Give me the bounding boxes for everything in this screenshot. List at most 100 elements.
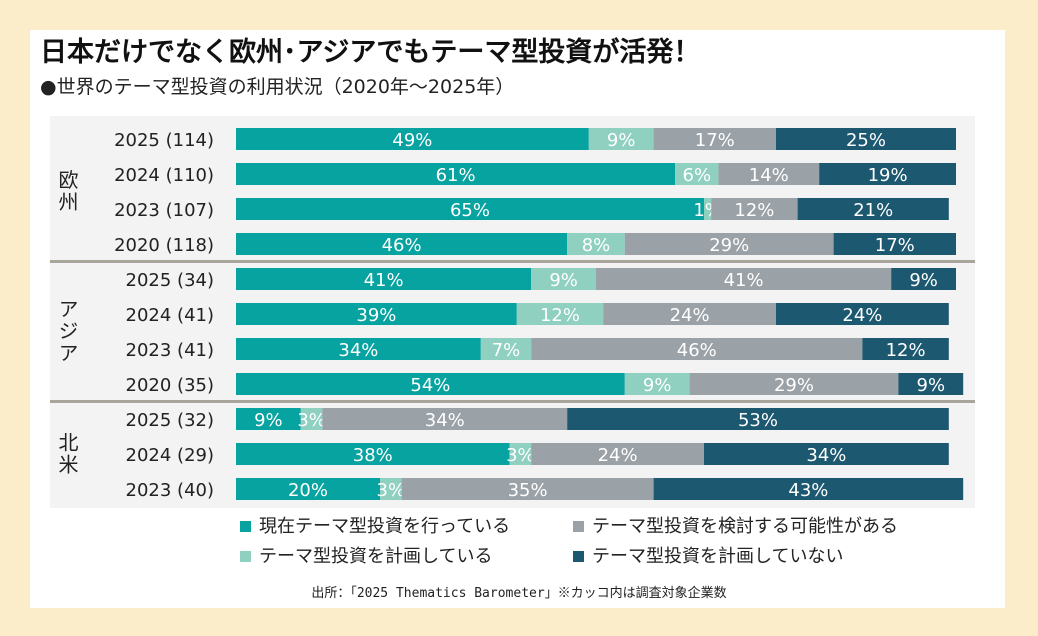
row-label: 2023 (41) bbox=[126, 340, 214, 361]
data-label: 19% bbox=[868, 165, 908, 186]
bar-segment-planning bbox=[509, 443, 532, 465]
data-label: 9% bbox=[643, 375, 672, 396]
row-label: 2023 (107) bbox=[114, 200, 214, 221]
row-label: 2020 (35) bbox=[126, 375, 214, 396]
bar-segment-current bbox=[236, 408, 301, 430]
bar-segment-planning bbox=[675, 163, 719, 185]
legend-label-planning: テーマ型投資を計画している bbox=[259, 546, 493, 567]
data-label: 25% bbox=[846, 130, 886, 151]
row-label: 2023 (40) bbox=[126, 480, 214, 501]
bar-segment-considering bbox=[596, 268, 892, 290]
data-label: 53% bbox=[738, 410, 778, 431]
data-label: 24% bbox=[670, 305, 710, 326]
data-label: 34% bbox=[425, 410, 465, 431]
bar-segment-current bbox=[236, 233, 568, 255]
data-label: 17% bbox=[875, 235, 915, 256]
data-label: 54% bbox=[410, 375, 450, 396]
data-label: 14% bbox=[749, 165, 789, 186]
bar-segment-considering bbox=[624, 233, 834, 255]
row-label: 2020 (118) bbox=[114, 235, 214, 256]
bar-segment-current bbox=[236, 268, 532, 290]
bar-segment-not_planning bbox=[819, 163, 956, 185]
legend-swatch-not-planning bbox=[573, 550, 584, 562]
bar-segment-planning bbox=[380, 478, 402, 500]
data-label: 29% bbox=[774, 375, 814, 396]
data-label: 9% bbox=[607, 130, 636, 151]
data-label: 9% bbox=[549, 270, 578, 291]
bar-segment-current bbox=[236, 128, 589, 150]
bar-segment-current bbox=[236, 338, 481, 360]
bar-segment-considering bbox=[689, 373, 899, 395]
region-label: 北米 bbox=[55, 432, 79, 476]
data-label: 29% bbox=[709, 235, 749, 256]
bar-segment-considering bbox=[322, 408, 568, 430]
bar-segment-not_planning bbox=[704, 443, 949, 465]
bar-segment-not_planning bbox=[797, 198, 949, 220]
chart-title: 日本だけでなく欧州･アジアでもテーマ型投資が活発！ bbox=[40, 37, 701, 68]
data-label: 35% bbox=[508, 480, 548, 501]
data-label: 7% bbox=[492, 340, 521, 361]
bar-segment-planning bbox=[567, 233, 625, 255]
data-label: 9% bbox=[909, 270, 938, 291]
bar-segment-considering bbox=[653, 128, 776, 150]
data-label: 61% bbox=[436, 165, 476, 186]
bar-segment-not_planning bbox=[567, 408, 949, 430]
bar-segment-current bbox=[236, 303, 517, 325]
data-label: 21% bbox=[853, 200, 893, 221]
source-note: 出所：「2025 Thematics Barometer」※カッコ内は調査対象企… bbox=[311, 586, 727, 601]
legend-item-planning: テーマ型投資を計画している bbox=[240, 542, 492, 568]
bar-segment-current bbox=[236, 163, 676, 185]
legend: 現在テーマ型投資を行っている テーマ型投資を計画している テーマ型投資を検討する… bbox=[240, 512, 980, 572]
region-label: 欧州 bbox=[55, 169, 79, 213]
data-label: 12% bbox=[886, 340, 926, 361]
data-label: 20% bbox=[288, 480, 328, 501]
bar-segment-planning bbox=[588, 128, 654, 150]
region-label: アジア bbox=[55, 299, 79, 365]
data-label: 9% bbox=[254, 410, 283, 431]
data-label: 43% bbox=[788, 480, 828, 501]
data-label: 3% bbox=[377, 480, 406, 501]
data-label: 3% bbox=[506, 445, 535, 466]
data-label: 34% bbox=[806, 445, 846, 466]
bar-segment-considering bbox=[531, 443, 704, 465]
legend-item-not-planning: テーマ型投資を計画していない bbox=[573, 542, 843, 568]
legend-label-not-planning: テーマ型投資を計画していない bbox=[592, 546, 844, 567]
data-label: 12% bbox=[540, 305, 580, 326]
data-label: 46% bbox=[677, 340, 717, 361]
row-label: 2025 (114) bbox=[114, 130, 214, 151]
data-label: 49% bbox=[392, 130, 432, 151]
bar-segment-current bbox=[236, 478, 380, 500]
bar-segment-planning bbox=[516, 303, 604, 325]
data-label: 41% bbox=[364, 270, 404, 291]
data-label: 65% bbox=[450, 200, 490, 221]
data-label: 41% bbox=[724, 270, 764, 291]
bar-segment-considering bbox=[603, 303, 776, 325]
bar-segment-not_planning bbox=[776, 128, 956, 150]
bar-segment-considering bbox=[401, 478, 654, 500]
data-label: 6% bbox=[683, 165, 712, 186]
bar-segment-not_planning bbox=[833, 233, 956, 255]
bar-segment-not_planning bbox=[776, 303, 949, 325]
data-label: 39% bbox=[356, 305, 396, 326]
chart-subtitle: ●世界のテーマ型投資の利用状況（2020年～2025年） bbox=[40, 76, 515, 98]
bar-segment-planning bbox=[480, 338, 532, 360]
bar-segment-current bbox=[236, 373, 625, 395]
legend-swatch-current bbox=[240, 520, 251, 532]
legend-swatch-planning bbox=[240, 550, 251, 562]
legend-item-considering: テーマ型投資を検討する可能性がある bbox=[573, 512, 898, 538]
bar-segment-not_planning bbox=[862, 338, 949, 360]
bar-segment-planning bbox=[624, 373, 690, 395]
legend-item-current: 現在テーマ型投資を行っている bbox=[240, 512, 510, 538]
data-label: 24% bbox=[598, 445, 638, 466]
data-label: 46% bbox=[382, 235, 422, 256]
row-label: 2025 (32) bbox=[126, 410, 214, 431]
bar-segment-considering bbox=[718, 163, 820, 185]
row-label: 2024 (41) bbox=[126, 305, 214, 326]
row-label: 2025 (34) bbox=[126, 270, 214, 291]
legend-swatch-considering bbox=[573, 520, 584, 532]
data-label: 12% bbox=[734, 200, 774, 221]
data-label: 9% bbox=[917, 375, 946, 396]
data-label: 38% bbox=[353, 445, 393, 466]
bar-segment-not_planning bbox=[898, 373, 964, 395]
